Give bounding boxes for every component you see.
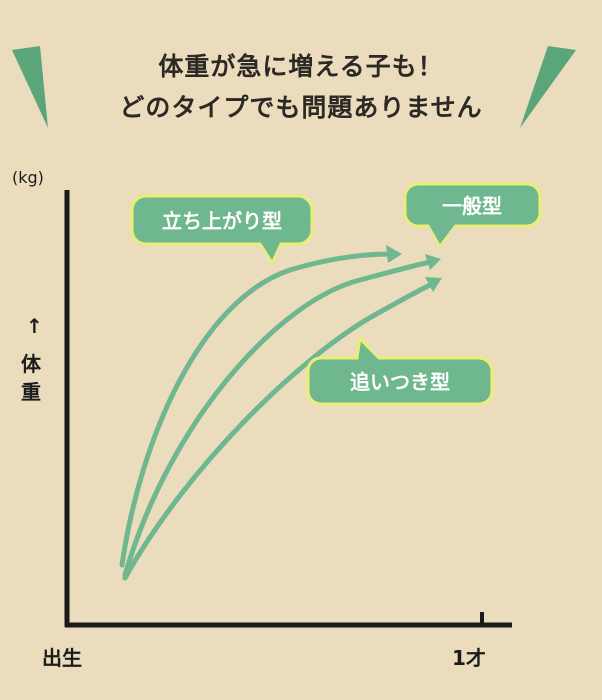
x-axis-end-label: 1才 [452,646,486,670]
curve-catchup [122,281,435,581]
bubble-catchup: 追いつき型 [306,336,494,406]
curve-average-arrowhead [425,254,441,270]
y-axis-label: 体重 [21,352,41,404]
bubble-rapid-label: 立ち上がり型 [162,209,282,233]
bubble-catchup-label: 追いつき型 [350,370,450,394]
bubble-rapid: 立ち上がり型 [130,194,314,264]
curve-rapid-arrowhead [386,245,402,263]
bubble-average: 一般型 [403,182,542,248]
headline-line-2: どのタイプでも問題ありません [119,93,483,122]
curve-average [122,259,433,578]
bubble-average-label: 一般型 [442,194,502,218]
x-axis-start-label: 出生 [42,646,82,670]
left-accent-mark [12,46,48,128]
curve-rapid [119,251,395,568]
y-axis-arrow-icon: ↑ [26,314,43,338]
right-accent-mark [520,46,576,128]
curve-catchup-arrowhead [425,277,442,292]
headline-line-1: 体重が急に増える子も！ [158,52,444,81]
y-axis-unit: (kg) [12,168,44,187]
